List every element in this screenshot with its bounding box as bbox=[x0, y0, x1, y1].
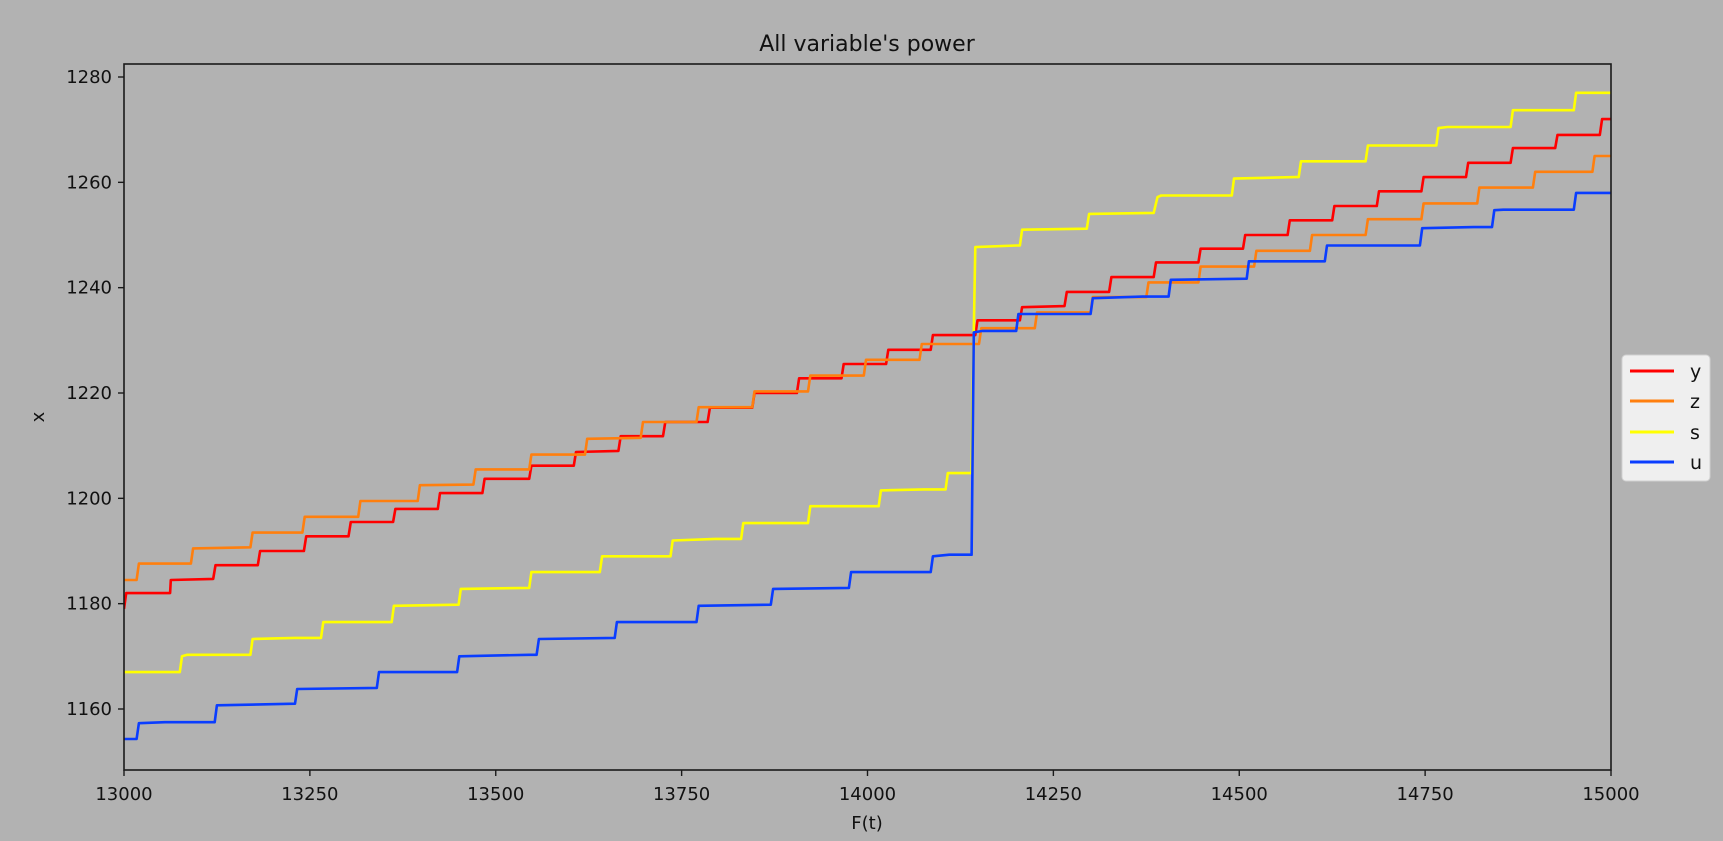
x-tick-label: 14750 bbox=[1396, 784, 1453, 805]
legend-box bbox=[1621, 354, 1711, 482]
x-tick-label: 14500 bbox=[1211, 784, 1268, 805]
x-tick-label: 13500 bbox=[467, 784, 524, 805]
x-axis-label: F(t) bbox=[851, 813, 882, 834]
y-tick-label: 1240 bbox=[66, 278, 112, 299]
series-line-z bbox=[124, 154, 1611, 582]
x-tick-label: 13750 bbox=[653, 784, 710, 805]
x-tick-label: 13250 bbox=[281, 784, 338, 805]
legend-item-u: u bbox=[1630, 452, 1702, 474]
x-tick-label: 14000 bbox=[839, 784, 896, 805]
x-axis: 13000 13250 13500 13750 14000 14250 14500 14750… bbox=[95, 770, 1640, 805]
series-line-u bbox=[124, 191, 1611, 741]
y-tick-label: 1220 bbox=[66, 383, 112, 404]
x-tick-label: 13000 bbox=[95, 784, 152, 805]
chart-title: All variable's power bbox=[759, 32, 975, 57]
plot-area bbox=[123, 63, 1612, 771]
x-tick-label: 15000 bbox=[1582, 784, 1639, 805]
series-layer bbox=[124, 91, 1611, 741]
legend-label-y: y bbox=[1690, 361, 1701, 383]
y-axis-label: x bbox=[28, 411, 49, 422]
legend-label-z: z bbox=[1690, 391, 1700, 413]
y-tick-label: 1200 bbox=[66, 488, 112, 509]
legend-item-y: y bbox=[1630, 361, 1701, 383]
y-tick-label: 1280 bbox=[66, 67, 112, 88]
x-tick-label: 14250 bbox=[1025, 784, 1082, 805]
y-tick-label: 1260 bbox=[66, 172, 112, 193]
legend-item-z: z bbox=[1630, 391, 1700, 413]
series-line-s bbox=[124, 91, 1611, 674]
legend-label-u: u bbox=[1690, 452, 1702, 474]
y-tick-label: 1180 bbox=[66, 594, 112, 615]
legend: y z s u bbox=[1621, 354, 1711, 482]
y-axis: 1160 1180 1200 1220 1240 1260 1280 bbox=[66, 67, 124, 720]
legend-item-s: s bbox=[1630, 422, 1700, 444]
y-tick-label: 1160 bbox=[66, 699, 112, 720]
legend-label-s: s bbox=[1690, 422, 1700, 444]
series-line-y bbox=[124, 117, 1611, 610]
